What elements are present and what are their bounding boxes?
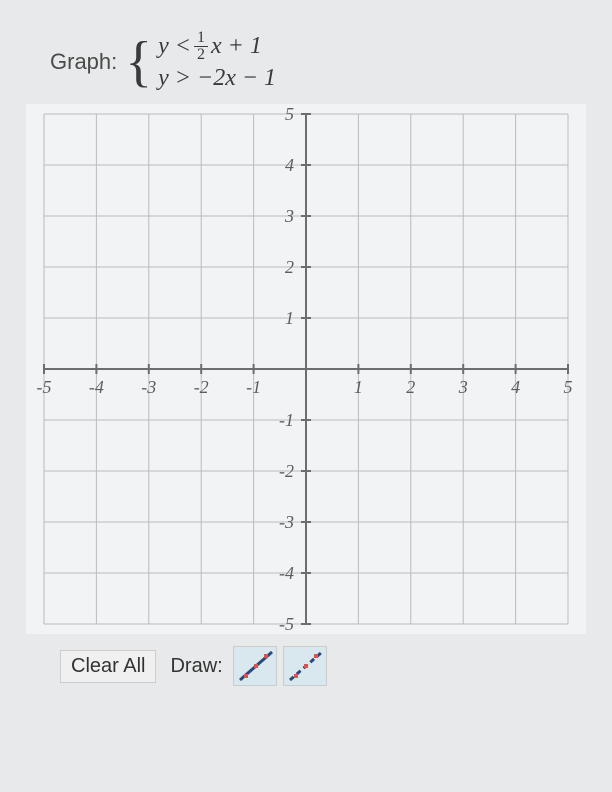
frac-num: 1 [194, 30, 208, 47]
svg-text:4: 4 [285, 155, 294, 175]
svg-text:5: 5 [285, 104, 294, 124]
svg-text:-4: -4 [279, 563, 294, 583]
graph-prompt: Graph: { y < 1 2 x + 1 y > −2x − 1 [50, 30, 592, 94]
svg-text:-3: -3 [141, 377, 156, 397]
svg-text:-5: -5 [279, 614, 294, 634]
svg-text:-4: -4 [89, 377, 104, 397]
dashed-line-tool[interactable] [283, 646, 327, 686]
svg-text:2: 2 [285, 257, 294, 277]
fraction: 1 2 [194, 30, 208, 63]
svg-text:3: 3 [284, 206, 294, 226]
frac-den: 2 [194, 47, 208, 63]
svg-text:-2: -2 [194, 377, 209, 397]
svg-text:-3: -3 [279, 512, 294, 532]
draw-toolbar: Clear All Draw: [60, 646, 592, 686]
svg-text:-5: -5 [37, 377, 52, 397]
equation-2: y > −2x − 1 [158, 63, 276, 94]
svg-text:5: 5 [564, 377, 573, 397]
svg-text:1: 1 [354, 377, 363, 397]
svg-text:-1: -1 [279, 410, 294, 430]
coordinate-grid[interactable]: -5 -4 -3 -2 -1 1 2 3 4 5 5 4 3 2 1 -1 -2 -3 -4 -5 [26, 104, 586, 634]
svg-text:4: 4 [511, 377, 520, 397]
svg-text:1: 1 [285, 308, 294, 328]
prompt-label: Graph: [50, 49, 117, 75]
brace-icon: { [125, 34, 152, 90]
svg-text:2: 2 [406, 377, 415, 397]
solid-line-tool[interactable] [233, 646, 277, 686]
eq1-post: x + 1 [211, 31, 262, 62]
grid-svg: -5 -4 -3 -2 -1 1 2 3 4 5 5 4 3 2 1 -1 -2 -3 -4 -5 [26, 104, 586, 634]
eq1-pre: y < [158, 31, 191, 62]
svg-text:-2: -2 [279, 461, 294, 481]
svg-text:-1: -1 [246, 377, 261, 397]
equation-system: y < 1 2 x + 1 y > −2x − 1 [158, 30, 276, 94]
svg-text:3: 3 [458, 377, 468, 397]
clear-all-button[interactable]: Clear All [60, 650, 156, 683]
tools-container [233, 646, 327, 686]
draw-label: Draw: [170, 655, 222, 678]
equation-1: y < 1 2 x + 1 [158, 30, 276, 63]
